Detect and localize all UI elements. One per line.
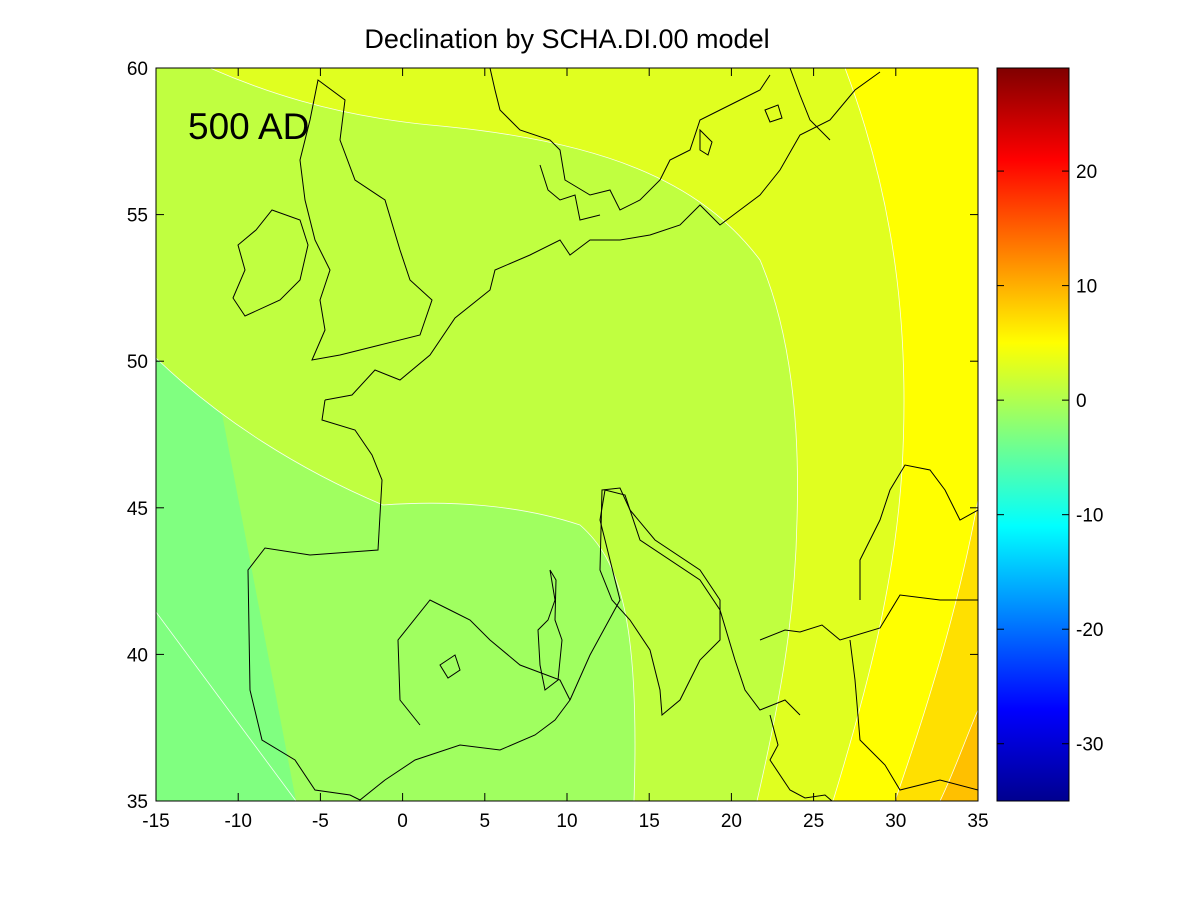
y-tick-label: 50	[127, 352, 148, 373]
y-tick-label: 45	[127, 499, 148, 520]
coast-denmark-baltic	[489, 68, 771, 221]
y-axis-ticks: 35 40 45 50 55 60	[127, 59, 978, 813]
band-8	[940, 710, 978, 801]
x-tick-label: 20	[721, 811, 742, 832]
coast-france-iberia	[247, 71, 881, 801]
coast-italy	[599, 487, 721, 717]
band-2	[210, 68, 978, 801]
band-6	[895, 500, 978, 801]
coastlines	[232, 68, 978, 801]
colorbar: 20 10 0 -10 -20 -30	[996, 67, 1103, 802]
y-tick-label: 60	[127, 59, 148, 80]
x-tick-label: 5	[480, 811, 491, 832]
coast-balearics	[439, 654, 461, 679]
coast-great-britain	[299, 79, 433, 361]
chart-title: Declination by SCHA.DI.00 model	[364, 24, 770, 54]
x-tick-label: -15	[142, 811, 169, 832]
x-tick-label: 10	[556, 811, 577, 832]
x-axis-ticks: -15 -10 -5 0 5 10 15 20 25 30 35	[142, 68, 989, 832]
colorbar-tick-label: -30	[1076, 735, 1103, 756]
colorbar-gradient	[996, 67, 1070, 802]
coast-scandinavia	[699, 68, 831, 156]
colorbar-tick-label: -10	[1076, 506, 1103, 527]
y-tick-label: 55	[127, 206, 148, 227]
coast-corsica-sardinia	[537, 569, 563, 691]
declination-contour-bands	[156, 68, 978, 801]
x-tick-label: 25	[803, 811, 824, 832]
x-tick-label: 30	[885, 811, 906, 832]
band-4	[833, 68, 978, 801]
x-tick-label: -10	[224, 811, 251, 832]
coast-ireland	[232, 209, 309, 317]
coast-balkans-greece	[759, 594, 978, 801]
x-tick-label: 35	[967, 811, 988, 832]
x-tick-label: 15	[639, 811, 660, 832]
y-tick-label: 35	[127, 792, 148, 813]
colorbar-ticks: 20 10 0 -10 -20 -30	[997, 162, 1103, 756]
x-tick-label: -5	[312, 811, 329, 832]
x-tick-label: 0	[397, 811, 408, 832]
epoch-label: 500 AD	[188, 106, 310, 147]
coast-black-sea	[859, 464, 978, 600]
y-tick-label: 40	[127, 645, 148, 666]
colorbar-tick-label: -20	[1076, 620, 1103, 641]
band-minus-2	[156, 68, 636, 801]
colorbar-tick-label: 20	[1076, 162, 1097, 183]
colorbar-tick-label: 0	[1076, 391, 1087, 412]
colorbar-tick-label: 10	[1076, 277, 1097, 298]
